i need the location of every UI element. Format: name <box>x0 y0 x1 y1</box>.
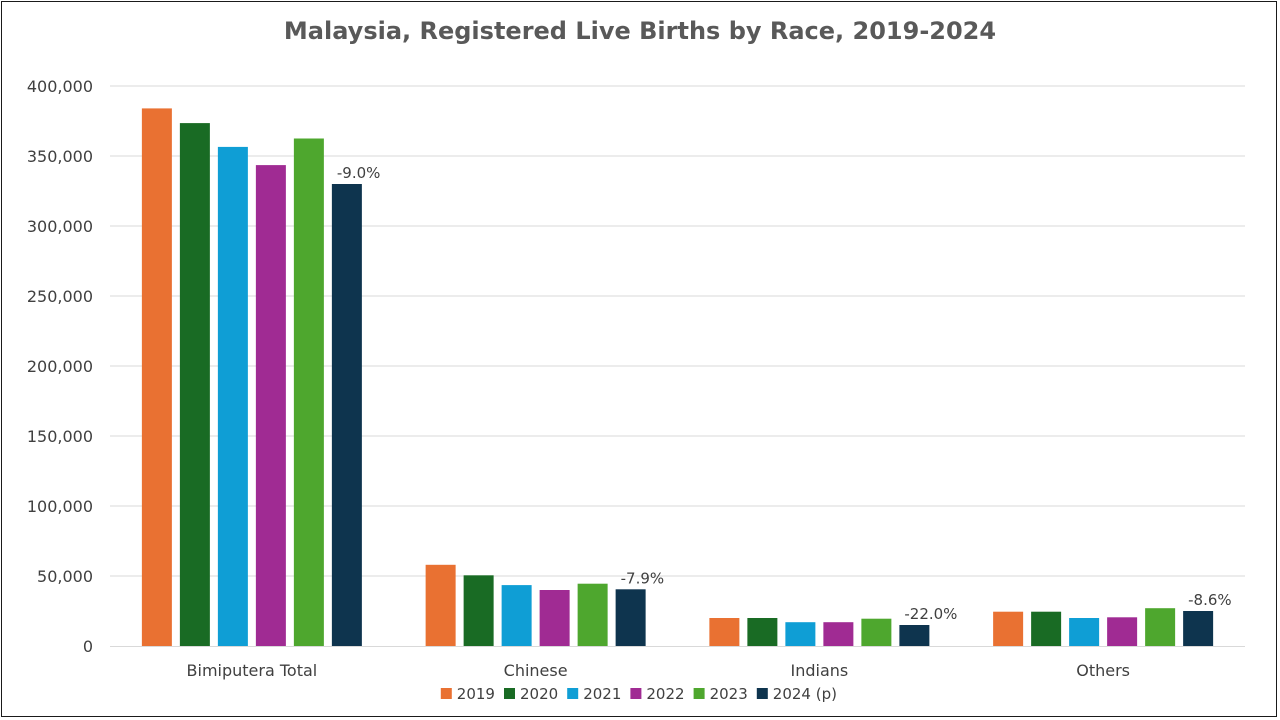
bar-chinese-2019 <box>425 564 456 646</box>
legend-label: 2024 (p) <box>773 685 837 703</box>
bar-chinese-2020 <box>463 575 494 646</box>
bar-bimiputera-total-2019 <box>141 108 172 646</box>
bar-bimiputera-total-2020 <box>179 123 210 647</box>
x-axis: Bimiputera Total Chinese Indians Others <box>110 646 1245 680</box>
bar-indians-2020 <box>747 618 778 646</box>
data-label: -7.9% <box>621 569 665 587</box>
y-axis-tick-labels: 0 50,000 100,000 150,000 200,000 250,000 300,0… <box>27 77 93 656</box>
legend-label: 2019 <box>457 685 495 703</box>
y-tick-label: 50,000 <box>37 567 93 586</box>
bar-indians-2022 <box>823 622 854 646</box>
legend-label: 2020 <box>520 685 558 703</box>
bar-others-2023 <box>1145 608 1176 646</box>
y-tick-label: 200,000 <box>27 357 93 376</box>
x-tick-label: Bimiputera Total <box>187 661 318 680</box>
bar-indians-2023 <box>861 618 892 646</box>
y-tick-label: 350,000 <box>27 147 93 166</box>
bar-bimiputera-total-2023 <box>293 138 324 646</box>
bars <box>141 108 1214 647</box>
x-tick-label: Indians <box>791 661 849 680</box>
y-tick-label: 150,000 <box>27 427 93 446</box>
bar-indians-2021 <box>785 622 816 646</box>
legend-label: 2023 <box>710 685 748 703</box>
bar-others-2020 <box>1031 611 1062 646</box>
y-tick-label: 400,000 <box>27 77 93 96</box>
x-tick-label: Others <box>1076 661 1130 680</box>
legend-label: 2021 <box>583 685 621 703</box>
legend-swatch-2024-p <box>756 688 768 699</box>
x-tick-label: Chinese <box>504 661 568 680</box>
legend: 2019 2020 2021 2022 2023 2024 (p) <box>440 685 837 703</box>
bar-indians-2019 <box>709 618 740 646</box>
bar-others-2021 <box>1069 618 1100 646</box>
bar-others-2024-p <box>1183 611 1214 646</box>
bar-bimiputera-total-2021 <box>217 146 248 646</box>
y-tick-label: 250,000 <box>27 287 93 306</box>
bar-chinese-2022 <box>539 590 570 646</box>
bar-others-2022 <box>1107 617 1138 646</box>
y-tick-label: 100,000 <box>27 497 93 516</box>
bar-others-2019 <box>993 611 1024 646</box>
bar-chinese-2024-p <box>615 589 646 646</box>
bar-bimiputera-total-2024-p <box>331 184 362 646</box>
legend-swatch-2023 <box>693 688 705 699</box>
legend-swatch-2019 <box>440 688 452 699</box>
bar-chinese-2021 <box>501 585 532 646</box>
chart-title: Malaysia, Registered Live Births by Race… <box>284 17 996 45</box>
data-labels: -9.0% -7.9% -22.0% -8.6% <box>337 164 1232 623</box>
data-label: -9.0% <box>337 164 381 182</box>
y-tick-label: 300,000 <box>27 217 93 236</box>
bar-chinese-2023 <box>577 583 608 646</box>
legend-swatch-2021 <box>567 688 579 699</box>
legend-label: 2022 <box>646 685 684 703</box>
data-label: -22.0% <box>904 605 957 623</box>
bar-indians-2024-p <box>899 625 930 646</box>
y-tick-label: 0 <box>83 637 93 656</box>
legend-swatch-2022 <box>630 688 642 699</box>
bar-bimiputera-total-2022 <box>255 165 286 646</box>
data-label: -8.6% <box>1188 591 1232 609</box>
legend-swatch-2020 <box>504 688 515 699</box>
